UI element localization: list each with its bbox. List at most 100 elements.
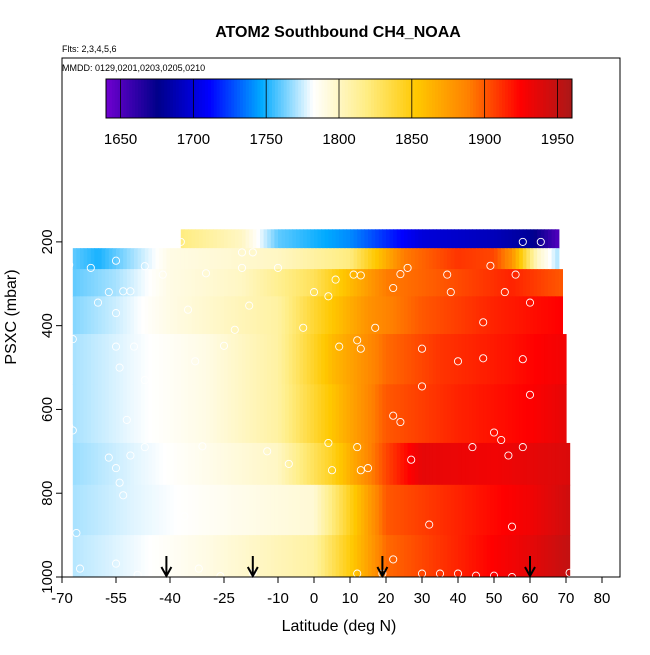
heatmap-cell <box>90 384 95 444</box>
x-tick-label: 60 <box>522 590 539 607</box>
heatmap-cell <box>483 248 488 270</box>
heatmap-cell <box>296 229 301 249</box>
heatmap-cell <box>400 229 405 249</box>
heatmap-cell <box>490 442 495 486</box>
heatmap-cell <box>108 248 113 270</box>
heatmap-cell <box>101 384 106 444</box>
heatmap-cell <box>357 384 362 444</box>
heatmap-cell <box>540 248 545 270</box>
heatmap-cell <box>468 269 473 297</box>
heatmap-cell <box>479 535 484 578</box>
heatmap-cell <box>382 442 387 486</box>
heatmap-cell <box>72 442 77 486</box>
heatmap-cell <box>544 384 549 444</box>
heatmap-cell <box>537 384 542 444</box>
colorbar-segment <box>519 79 523 118</box>
heatmap-cell <box>238 248 243 270</box>
heatmap-cell <box>224 484 229 536</box>
heatmap-cell <box>94 442 99 486</box>
heatmap-cell <box>501 229 506 249</box>
heatmap-cell <box>353 248 358 270</box>
heatmap-cell <box>108 484 113 536</box>
colorbar-segment <box>551 79 556 118</box>
heatmap-cell <box>548 384 553 444</box>
heatmap-cell <box>364 296 369 335</box>
heatmap-cell <box>468 442 473 486</box>
heatmap-cell <box>454 248 459 270</box>
heatmap-cell <box>249 269 254 297</box>
heatmap-cell <box>126 334 131 385</box>
heatmap-cell <box>112 484 117 536</box>
heatmap-cell <box>144 248 149 270</box>
heatmap-cell <box>382 384 387 444</box>
heatmap-cell <box>213 269 218 297</box>
heatmap-cell <box>504 269 509 297</box>
heatmap-cell <box>375 484 380 536</box>
colorbar-segment <box>443 79 448 118</box>
observation-point <box>284 459 293 468</box>
x-tick-label: -10 <box>267 590 289 607</box>
heatmap-cell <box>188 535 193 578</box>
heatmap-cell <box>260 384 265 444</box>
heatmap-cell <box>90 484 95 536</box>
heatmap-cell <box>407 442 412 486</box>
heatmap-cell <box>458 535 463 578</box>
heatmap-cell <box>382 334 387 385</box>
observation-point <box>479 354 488 363</box>
colorbar-segment <box>388 79 392 118</box>
heatmap-cell <box>310 229 315 249</box>
heatmap-cell <box>242 269 247 297</box>
heatmap-cell <box>371 269 376 297</box>
colorbar-segment <box>321 79 325 118</box>
heatmap-cell <box>130 442 135 486</box>
heatmap-cell <box>159 442 164 486</box>
heatmap-cell <box>260 296 265 335</box>
heatmap-cell <box>249 229 254 249</box>
heatmap-cell <box>310 269 315 297</box>
heatmap-cell <box>303 248 308 270</box>
heatmap-cell <box>425 442 430 486</box>
heatmap-cell <box>472 442 477 486</box>
colorbar-segment <box>438 79 442 118</box>
heatmap-cell <box>80 269 85 297</box>
heatmap-cell <box>317 384 322 444</box>
heatmap-cell <box>231 229 236 249</box>
heatmap-cell <box>314 535 319 578</box>
heatmap-cell <box>350 269 355 297</box>
heatmap-cell <box>490 334 495 385</box>
heatmap-cell <box>155 384 160 444</box>
heatmap-cell <box>209 248 214 270</box>
heatmap-cell <box>126 484 131 536</box>
heatmap-cell <box>324 442 329 486</box>
heatmap-cell <box>314 296 319 335</box>
heatmap-cell <box>357 229 362 249</box>
colorbar-segment <box>301 79 305 118</box>
heatmap-cell <box>177 334 182 385</box>
heatmap-cell <box>371 334 376 385</box>
heatmap-cell <box>396 535 401 578</box>
observation-point <box>511 270 520 279</box>
heatmap-cell <box>548 269 553 297</box>
heatmap-cell <box>465 334 470 385</box>
colorbar-segment <box>263 79 267 118</box>
heatmap-cell <box>137 296 142 335</box>
colorbar-segment <box>260 79 264 118</box>
observation-point <box>216 572 225 581</box>
heatmap-cell <box>454 229 459 249</box>
observation-point <box>75 564 85 573</box>
heatmap-cell <box>562 442 567 486</box>
colorbar-segment <box>231 79 235 118</box>
heatmap-cell <box>375 384 380 444</box>
heatmap-cell <box>443 484 448 536</box>
heatmap-cell <box>346 484 351 536</box>
heatmap-cell <box>483 535 488 578</box>
heatmap-cell <box>267 484 272 536</box>
heatmap-cell <box>540 269 545 297</box>
heatmap-cell <box>170 484 175 536</box>
heatmap-cell <box>414 269 419 297</box>
heatmap-cell <box>220 269 225 297</box>
observation-point <box>363 464 373 473</box>
heatmap-cell <box>155 334 160 385</box>
observation-point <box>565 568 574 577</box>
heatmap-cell <box>375 269 380 297</box>
